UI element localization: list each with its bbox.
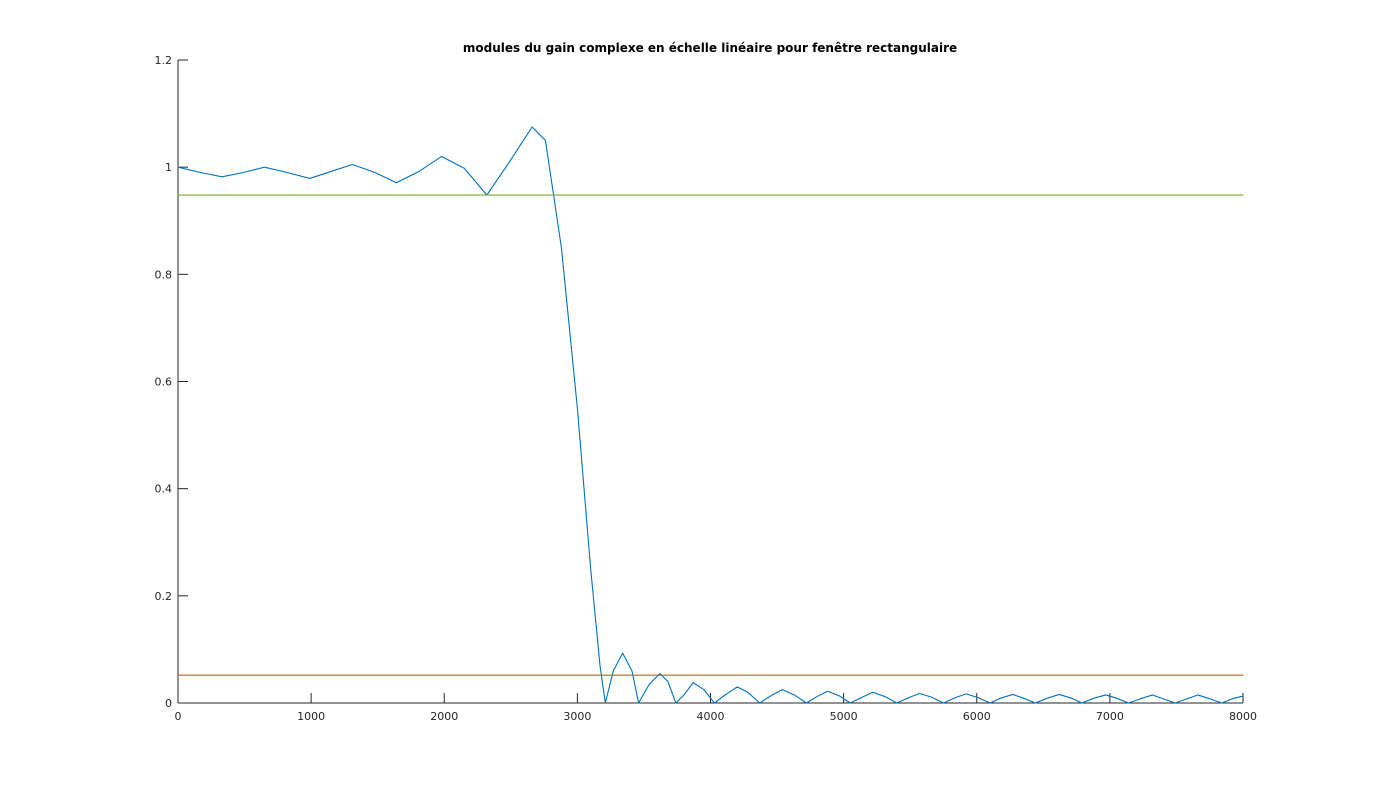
chart-title: modules du gain complexe en échelle liné… (463, 41, 957, 55)
y-tick-label: 0.8 (155, 268, 173, 281)
y-tick-label: 0.4 (155, 483, 173, 496)
x-tick-label: 0 (175, 710, 182, 723)
series-line (177, 126, 1244, 704)
x-tick-label: 8000 (1229, 710, 1257, 723)
series-layer (177, 126, 1244, 704)
y-tick-label: 1.2 (155, 54, 173, 67)
x-tick-label: 2000 (430, 710, 458, 723)
y-tick-label: 0.6 (155, 376, 173, 389)
x-tick-label: 3000 (563, 710, 591, 723)
y-tick-label: 0.2 (155, 590, 173, 603)
series-0 (177, 126, 1244, 704)
x-tick-label: 5000 (830, 710, 858, 723)
y-tick-label: 0 (165, 697, 172, 710)
x-tick-label: 4000 (697, 710, 725, 723)
x-tick-label: 6000 (963, 710, 991, 723)
axes: 0 1000 2000 3000 4000 5000 6000 7000 8000 0 0.2 0.4… (155, 54, 1258, 723)
x-tick-label: 1000 (297, 710, 325, 723)
y-tick-label: 1 (165, 161, 172, 174)
x-tick-label: 7000 (1096, 710, 1124, 723)
